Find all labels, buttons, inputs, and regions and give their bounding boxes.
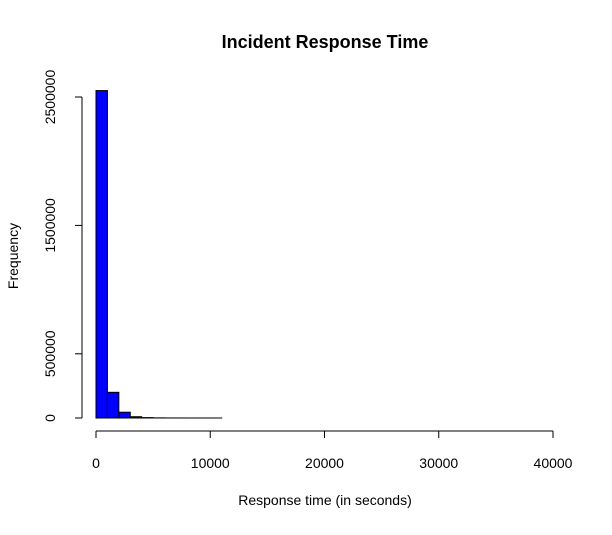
x-axis-label: Response time (in seconds) (238, 492, 412, 508)
chart-title: Incident Response Time (222, 32, 429, 52)
x-tick-label: 20000 (305, 455, 344, 471)
histogram-bar (119, 412, 130, 418)
y-axis-label: Frequency (5, 223, 21, 289)
y-axis: 0 500000 1500000 2500000 (42, 70, 82, 422)
y-tick-label: 0 (42, 414, 58, 422)
histogram-bar (96, 91, 107, 418)
x-tick-label: 10000 (191, 455, 230, 471)
y-tick-label: 500000 (42, 330, 58, 377)
x-axis: 0 10000 20000 30000 40000 (92, 431, 573, 471)
y-tick-label: 1500000 (42, 198, 58, 253)
histogram-bar (130, 417, 141, 418)
histogram-bar (107, 392, 118, 418)
x-tick-label: 40000 (534, 455, 573, 471)
x-tick-label: 30000 (419, 455, 458, 471)
x-tick-label: 0 (92, 455, 100, 471)
y-tick-label: 2500000 (42, 70, 58, 125)
histogram-bars (96, 91, 222, 418)
